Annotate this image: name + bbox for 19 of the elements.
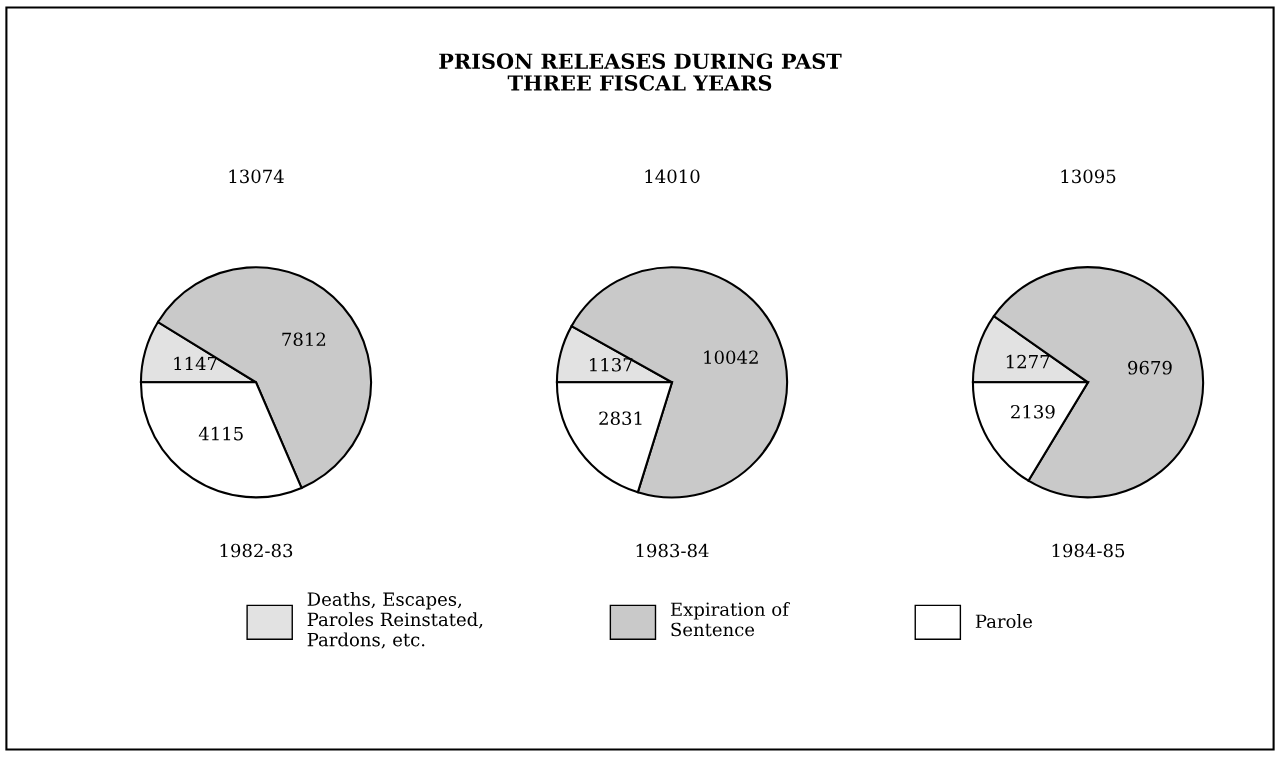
legend-label: Expiration of Sentence [670,602,790,637]
data-label: 4115 [198,426,243,441]
chart-title: 14010 [645,169,700,184]
legend-label: Deaths, Escapes, Paroles Reinstated, Pardons, etc. [307,592,483,649]
chart-title: 13095 [1061,169,1116,184]
text: PRISON RELEASES DURING PAST THREE FISCAL YEARS [439,53,842,91]
data-label: 1137 [589,357,633,372]
data-label: 10042 [704,350,758,365]
data-label: 2831 [599,411,642,426]
data-label: 1147 [174,356,217,371]
chart-title: 13074 [229,169,284,184]
text: 1984-85 [1052,543,1125,558]
text: 1983-84 [636,543,709,558]
text: 1982-83 [220,543,293,558]
data-label: 1277 [1006,354,1050,369]
data-label: 2139 [1011,404,1055,419]
data-label: 7812 [282,332,326,347]
legend-label: Parole [975,614,1032,629]
data-label: 9679 [1128,360,1172,375]
